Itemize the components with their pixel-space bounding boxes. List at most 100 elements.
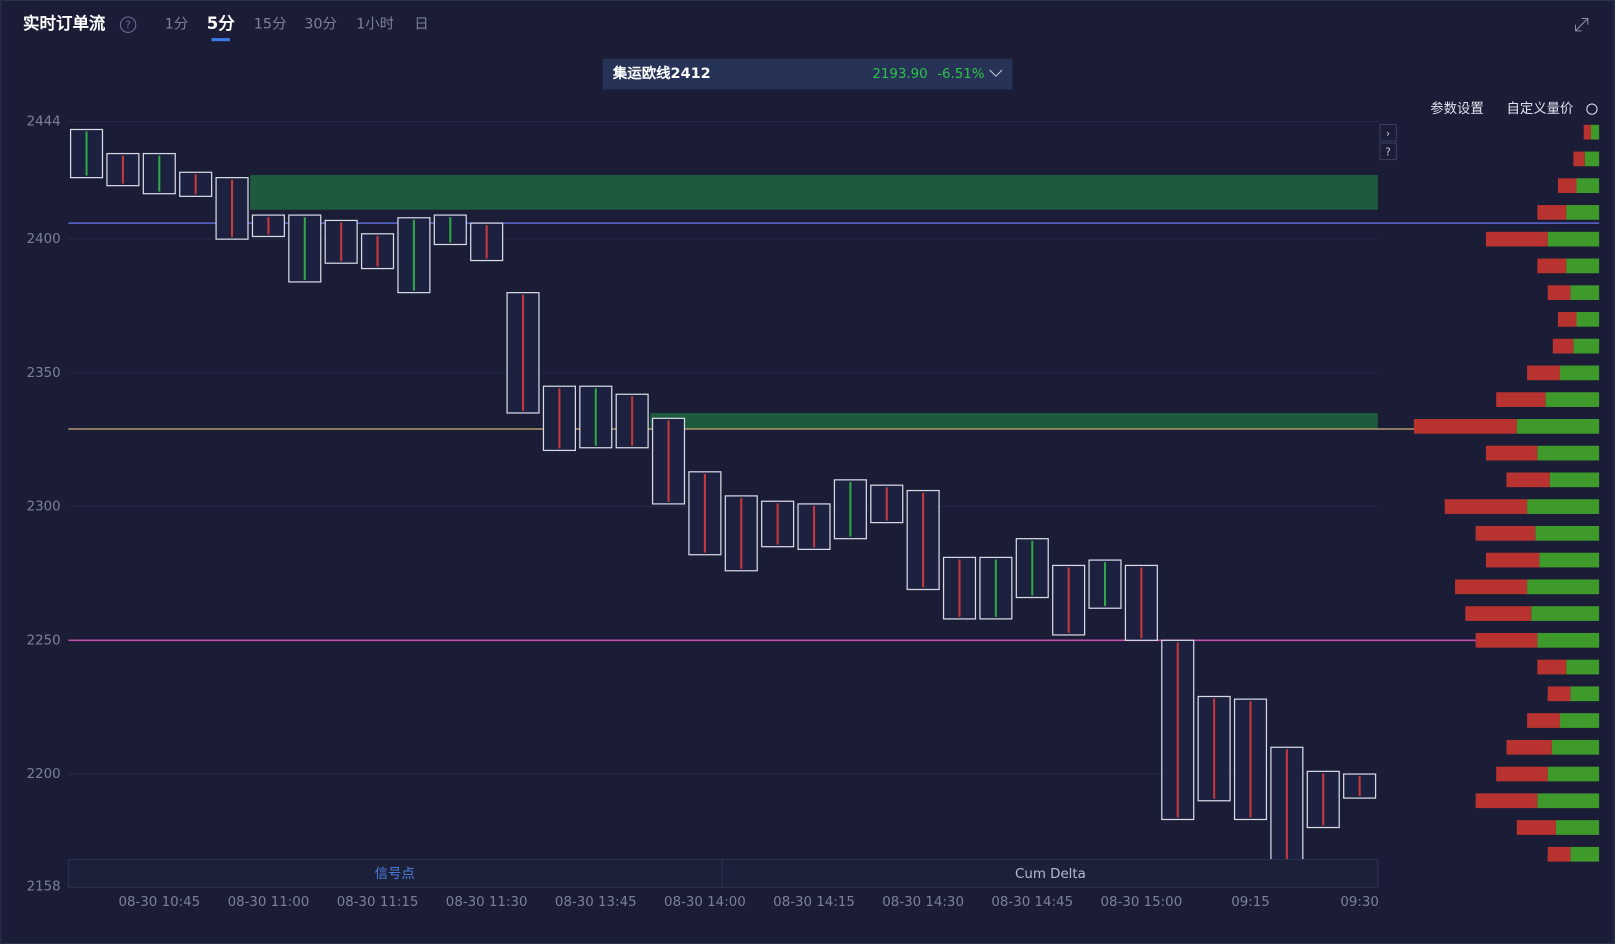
info-icon: ? <box>1385 146 1390 158</box>
tab[interactable]: 30分 <box>304 16 337 33</box>
profile-buy <box>1570 686 1600 702</box>
help-icon[interactable] <box>119 16 137 33</box>
profile-buy <box>1566 659 1600 675</box>
profile-sell <box>1413 419 1517 434</box>
profile-sell <box>1485 552 1540 568</box>
profile-sell <box>1547 686 1571 702</box>
profile-buy <box>1537 793 1600 809</box>
tab[interactable]: 1小时 <box>356 16 394 33</box>
profile-buy <box>1537 632 1600 648</box>
tab-underline <box>211 38 230 42</box>
x-tick-label: 08-30 14:00 <box>664 895 746 910</box>
profile-sell <box>1455 579 1528 595</box>
expand-button[interactable] <box>1379 124 1397 142</box>
profile-buy <box>1516 419 1600 434</box>
x-tick-label: 08-30 11:00 <box>228 895 310 910</box>
profile-buy <box>1573 338 1600 354</box>
y-tick-label: 2350 <box>27 366 61 381</box>
profile-buy <box>1527 499 1600 514</box>
profile-buy <box>1549 472 1600 488</box>
x-tick-label: 08-30 14:15 <box>773 895 855 910</box>
profile-sell <box>1444 499 1528 514</box>
profile-sell <box>1537 659 1567 675</box>
info-button[interactable] <box>1379 142 1397 161</box>
profile-buy <box>1560 365 1600 381</box>
profile-buy <box>1576 312 1600 327</box>
profile-buy <box>1537 445 1600 461</box>
profile-buy <box>1590 124 1600 140</box>
collapse-icon[interactable] <box>1574 18 1589 32</box>
profile-sell <box>1557 312 1577 327</box>
y-tick-label: 2300 <box>27 500 61 515</box>
profile-buy <box>1545 392 1600 407</box>
signal-tab[interactable]: 信号点 <box>375 866 415 882</box>
profile-sell <box>1465 606 1532 621</box>
tab[interactable]: 15分 <box>254 16 287 33</box>
profile-sell <box>1547 285 1571 300</box>
instrument-change: -6.51% <box>937 67 984 82</box>
x-tick-label: 09:15 <box>1231 895 1270 910</box>
tab[interactable]: 日 <box>414 17 428 33</box>
profile-buy <box>1551 739 1600 755</box>
profile-sell <box>1552 338 1574 354</box>
cum-delta-tab[interactable]: Cum Delta <box>1015 867 1086 882</box>
profile-buy <box>1570 846 1600 862</box>
profile-buy <box>1566 205 1600 220</box>
sub-panel <box>67 859 1379 888</box>
profile-buy <box>1584 151 1600 167</box>
profile-sell <box>1496 766 1548 782</box>
profile-sell <box>1516 820 1556 835</box>
x-tick-label: 08-30 10:45 <box>118 895 200 910</box>
instrument-selector[interactable] <box>602 58 1013 90</box>
profile-buy <box>1560 713 1600 728</box>
y-tick-label: 2444 <box>27 114 61 129</box>
profile-sell <box>1547 846 1571 862</box>
profile-buy <box>1531 606 1600 621</box>
tab[interactable]: 5分 <box>207 14 235 33</box>
x-tick-label: 08-30 11:30 <box>446 895 528 910</box>
profile-buy <box>1576 178 1600 194</box>
profile-sell <box>1527 713 1561 728</box>
footprint-box <box>1343 773 1377 799</box>
profile-buy <box>1547 766 1600 782</box>
x-tick-label: 08-30 13:45 <box>555 895 637 910</box>
profile-buy <box>1547 231 1600 247</box>
help-icon-mark: ? <box>125 20 130 32</box>
instrument-price: 2193.90 <box>872 67 927 82</box>
y-tick-label: 2250 <box>27 633 61 648</box>
profile-sell <box>1583 124 1591 140</box>
zone <box>650 412 1378 430</box>
instrument-name: 集运欧线2412 <box>612 64 711 82</box>
profile-sell <box>1537 258 1567 274</box>
y-tick-label: 2158 <box>27 879 61 894</box>
profile-sell <box>1506 739 1552 755</box>
tab[interactable]: 1分 <box>165 16 189 33</box>
expand-icon: › <box>1386 128 1390 140</box>
profile-buy <box>1566 258 1600 274</box>
zone <box>250 174 1378 210</box>
settings-button[interactable]: 参数设置 <box>1430 100 1484 117</box>
profile-sell <box>1557 178 1577 194</box>
custom-volume-button[interactable]: 自定义量价 <box>1506 101 1573 117</box>
x-tick-label: 08-30 15:00 <box>1101 895 1183 910</box>
profile-sell <box>1475 525 1536 541</box>
x-tick-label: 08-30 14:45 <box>991 895 1073 910</box>
plot: 2158 2200 2250 2300 2350 2400 2444 08-30 10:45 0… <box>27 114 1600 910</box>
profile-sell <box>1573 151 1585 167</box>
profile-buy <box>1555 820 1600 835</box>
profile-sell <box>1475 632 1538 648</box>
app-title: 实时订单流 <box>23 14 106 33</box>
profile-sell <box>1475 793 1538 809</box>
profile-sell <box>1527 365 1561 381</box>
profile-sell <box>1506 472 1550 488</box>
custom-icon <box>1586 103 1598 115</box>
y-tick-label: 2400 <box>27 232 61 247</box>
profile-sell <box>1485 445 1538 461</box>
profile-buy <box>1527 579 1600 595</box>
x-tick-label: 08-30 11:15 <box>337 895 419 910</box>
profile-buy <box>1535 525 1600 541</box>
profile-buy <box>1570 285 1600 300</box>
dropdown-arrow <box>989 69 1003 77</box>
